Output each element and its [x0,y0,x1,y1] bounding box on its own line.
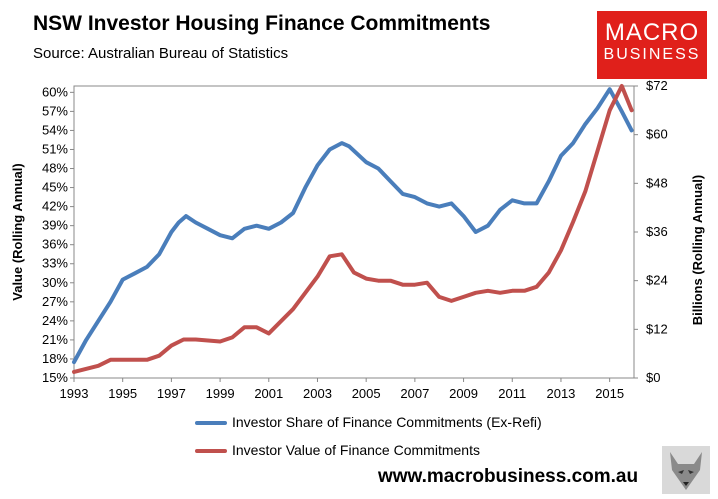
x-tick-label: 1993 [60,386,89,401]
legend-swatch-value [195,449,227,454]
series-line-share [72,87,634,365]
right-axis: $0 $12 $24 $36 $48 $60 $72 [634,78,668,385]
x-tick-label: 2007 [400,386,429,401]
x-tick-label: 2013 [546,386,575,401]
x-tick-label: 1999 [206,386,235,401]
x-tick-label: 1997 [157,386,186,401]
chart-subtitle: Source: Australian Bureau of Statistics [33,45,289,62]
line-chart: 15% 18% 21% 24% 27% 30% 33% 36% 39% 42% 45% 48% 51% 5… [10,78,705,401]
left-tick-label: 54% [42,122,68,137]
right-tick-label: $24 [646,273,668,288]
y-axis-label-left: Value (Rolling Annual) [10,163,25,300]
right-tick-label: $72 [646,78,668,93]
x-axis: 1993 1995 1997 1999 2001 2003 2005 2007 2009 2011… [60,378,624,401]
legend-label-value: Investor Value of Finance Commitments [232,442,480,458]
left-tick-label: 24% [42,313,68,328]
right-tick-label: $36 [646,224,668,239]
wolf-logo-icon [662,446,710,494]
series-group [72,84,634,374]
logo-text-macro: MACRO [604,19,700,46]
left-tick-label: 21% [42,332,68,347]
left-tick-label: 57% [42,103,68,118]
left-tick-label: 33% [42,256,68,271]
x-tick-label: 2015 [595,386,624,401]
x-tick-label: 2001 [254,386,283,401]
left-tick-label: 36% [42,237,68,252]
x-tick-label: 2009 [449,386,478,401]
left-tick-label: 18% [42,351,68,366]
macrobusiness-logo: MACRO BUSINESS [597,11,707,79]
legend-label-share: Investor Share of Finance Commitments (E… [232,414,542,430]
left-tick-label: 30% [42,275,68,290]
right-tick-label: $60 [646,127,668,142]
left-tick-label: 45% [42,180,68,195]
left-tick-label: 39% [42,218,68,233]
series-line-value [72,84,634,374]
x-tick-label: 2011 [498,386,526,401]
plot-area-frame [73,85,635,379]
legend-item-value: Investor Value of Finance Commitments [195,442,480,458]
x-tick-label: 1995 [108,386,137,401]
website-url: www.macrobusiness.com.au [378,466,639,487]
x-tick-label: 2003 [303,386,332,401]
right-tick-label: $48 [646,175,668,190]
legend-item-share: Investor Share of Finance Commitments (E… [195,414,542,430]
left-tick-label: 42% [42,199,68,214]
left-axis: 15% 18% 21% 24% 27% 30% 33% 36% 39% 42% 45% 48% 51% 5… [42,84,74,385]
left-tick-label: 51% [42,141,68,156]
right-tick-label: $0 [646,370,660,385]
left-tick-label: 15% [42,370,68,385]
chart-title: NSW Investor Housing Finance Commitments [33,12,491,35]
logo-text-business: BUSINESS [603,46,701,63]
y-axis-label-right: Billions (Rolling Annual) [690,175,705,325]
x-tick-label: 2005 [352,386,381,401]
left-tick-label: 48% [42,161,68,176]
legend-swatch-share [195,421,227,426]
right-tick-label: $12 [646,321,668,336]
left-tick-label: 27% [42,294,68,309]
left-tick-label: 60% [42,84,68,99]
